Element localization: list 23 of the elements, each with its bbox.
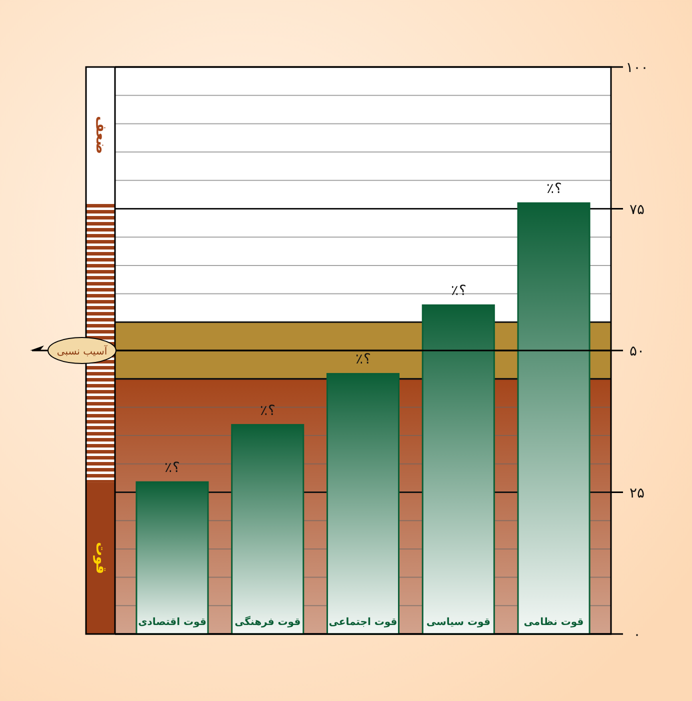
text: ضعف [92,116,109,154]
bar [136,481,209,635]
data-label: ؟٪ [260,402,276,419]
x-tick-label: قوت سیاسی [426,617,490,628]
x-tick-label: قوت نظامی [524,617,584,628]
data-label: ؟٪ [356,352,370,368]
bar [517,202,590,635]
y-tick-label: ۱۰۰ [626,60,648,76]
data-label: ؟٪ [164,460,180,476]
x-tick-label: قوت فرهنگی [234,615,301,628]
data-label: ؟٪ [450,283,466,300]
data-label: ؟٪ [546,181,562,198]
y-tick-label: ۲۵ [629,485,645,502]
y-tick-label: ۷۵ [629,202,645,218]
text: قوت [92,542,109,574]
ref-line-label: آسیب نسبی [56,344,108,358]
y-tick-label: ۰ [633,627,641,643]
x-tick-label: قوت اقتصادی [138,617,206,628]
bar [422,304,495,635]
bar [231,424,304,635]
bar [326,372,400,635]
y-tick-label: ۵۰ [629,344,645,360]
x-tick-label: قوت اجتماعی [328,617,398,628]
